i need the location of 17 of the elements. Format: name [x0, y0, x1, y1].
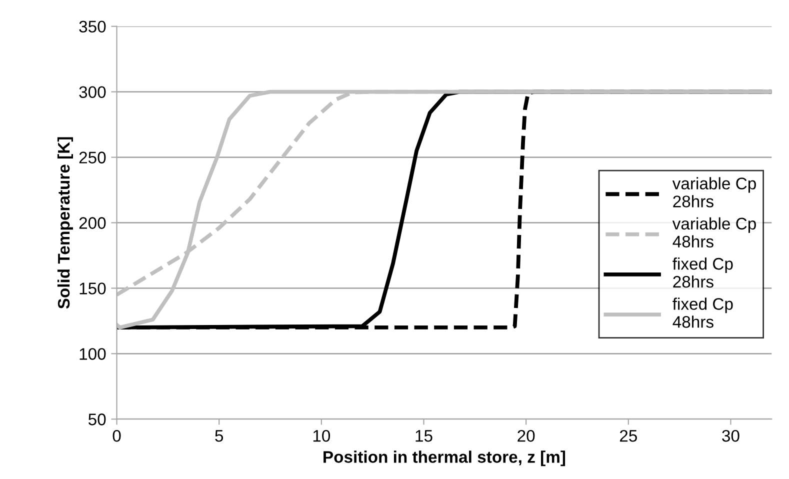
- y-tick-label: 300: [79, 86, 106, 98]
- legend-label: fixed Cp 48hrs: [672, 298, 733, 328]
- x-axis-title: Position in thermal store, z [m]: [324, 450, 566, 466]
- y-tick-label: 50: [88, 414, 106, 426]
- x-tick-label: 10: [313, 430, 330, 442]
- x-tick-label: 30: [722, 430, 740, 442]
- x-tick-label: 0: [112, 430, 121, 442]
- x-tick-label: 20: [518, 430, 535, 442]
- x-tick-label: 5: [215, 430, 224, 442]
- y-tick-label: 100: [80, 348, 106, 360]
- y-axis-title: Solid Temperature [K]: [57, 137, 73, 309]
- y-tick-label: 250: [79, 152, 106, 164]
- y-tick-label: 200: [79, 217, 106, 229]
- y-tick-label: 350: [79, 20, 106, 33]
- y-tick-label: 150: [80, 282, 106, 294]
- x-tick-label: 15: [416, 430, 432, 442]
- x-tick-label: 25: [620, 430, 637, 442]
